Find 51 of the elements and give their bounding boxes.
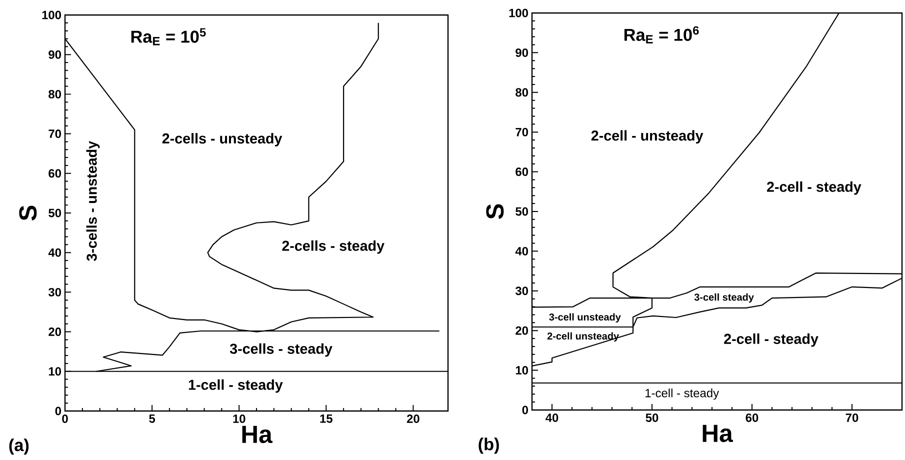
y-tick-label: 50: [48, 208, 61, 218]
x-tick-label: 15: [320, 414, 332, 423]
text: (b): [478, 438, 499, 454]
annotation: 2-cells - unsteady: [162, 133, 282, 146]
x-tick-label: 50: [646, 414, 658, 422]
annotation: 1-cell - steady: [646, 388, 720, 400]
x-tick-label: 70: [846, 414, 858, 422]
y-tick-label: 60: [48, 169, 61, 178]
x-tick-label: 40: [546, 414, 558, 422]
y-tick-label: 50: [516, 207, 528, 216]
y-tick-label: 30: [515, 286, 528, 296]
y-tick-label: 70: [516, 128, 528, 136]
y-tick-label: 20: [48, 328, 61, 336]
y-tick-label: 70: [48, 130, 61, 138]
x-tick-label: 5: [149, 414, 156, 423]
y-tick-label: 90: [516, 48, 528, 57]
x-tick-label: 0: [62, 414, 68, 423]
annotation: 3-cells - steady: [230, 343, 332, 357]
y-tick-label: 0: [55, 406, 61, 416]
annotation: 3-cell steady: [694, 293, 754, 303]
annotation: 2-cell unsteady: [547, 332, 619, 342]
annotation: 3-cell unsteady: [549, 313, 621, 323]
y-tick-label: 10: [48, 367, 61, 376]
y-tick-label: 60: [516, 168, 528, 176]
y-tick-label: 90: [48, 50, 61, 59]
y-tick-label: 40: [48, 248, 61, 257]
y-tick-label: 40: [515, 246, 528, 256]
annotation: 2-cell - steady: [767, 181, 862, 195]
text: Ra$_{E}$ = 10$^{5}$: [131, 28, 206, 46]
text: Ra$_{E}$ = 10$^{6}$: [624, 26, 699, 44]
y-tick-label: 10: [516, 366, 528, 375]
y-tick-label: 30: [48, 288, 61, 296]
y-tick-label: 100: [509, 8, 528, 18]
annotation: 2-cells - steady: [282, 240, 384, 254]
x-tick-label: 20: [406, 414, 420, 423]
annotation: 1-cell - steady: [188, 379, 283, 393]
y-axis-title: S: [486, 204, 504, 220]
y-tick-label: 0: [522, 406, 528, 414]
y-tick-label: 100: [42, 10, 61, 20]
y-tick-label: 80: [516, 88, 528, 97]
x-axis-title: Ha: [702, 424, 733, 442]
annotation: 3-cells - unsteady: [86, 140, 100, 261]
y-axis-title: S: [19, 206, 37, 221]
text: (a): [9, 438, 29, 455]
x-axis-title: Ha: [242, 426, 272, 444]
annotation: 2-cell - steady: [724, 333, 818, 347]
x-tick-label: 10: [233, 414, 246, 423]
y-tick-label: 20: [516, 326, 528, 335]
y-tick-label: 80: [48, 90, 61, 98]
x-tick-label: 60: [746, 414, 758, 422]
annotation: 2-cell - unsteady: [591, 130, 704, 144]
